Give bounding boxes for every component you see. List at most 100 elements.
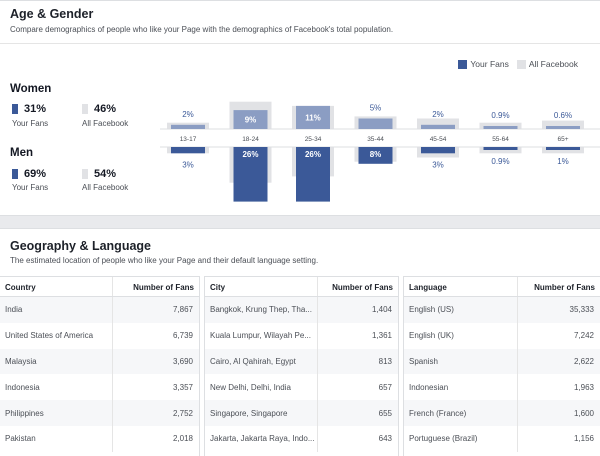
fans-women-bar — [296, 105, 330, 129]
countries-name-cell: Malaysia — [0, 348, 113, 375]
men-value-label: 1% — [557, 157, 569, 166]
age-tick-label: 25-34 — [305, 136, 322, 143]
age-tick-label: 55-64 — [492, 136, 509, 143]
countries-fans-cell: 3,690 — [172, 356, 193, 366]
women-value-label: 2% — [432, 110, 444, 119]
legend-label-all: All Facebook — [528, 59, 578, 69]
col-header-city[interactable]: City — [205, 277, 318, 296]
table-row: Cairo, Al Qahirah, Egypt 813 — [205, 348, 398, 375]
cities-name-cell: Singapore, Singapore — [205, 400, 318, 426]
table-row: English (US) 35,333 — [404, 297, 600, 323]
col-header-fans[interactable]: Number of Fans — [534, 283, 595, 292]
fans-swatch — [12, 169, 18, 179]
legend-swatch-fans — [458, 59, 468, 69]
countries-fans-cell: 6,739 — [172, 331, 193, 341]
age-gender-chart: 13-17 2% 3% 18-24 9% 26% 25-34 11% 26% 35-44 5% 8% 4… — [160, 101, 600, 202]
col-header-language[interactable]: Language — [404, 277, 518, 296]
languages-name-cell: English (US) — [404, 297, 518, 323]
women-all-pct: 46% — [82, 103, 116, 115]
fans-women-bar — [483, 126, 518, 129]
languages-fans-cell: 1,963 — [573, 382, 594, 392]
fans-men-bar — [233, 147, 268, 202]
countries-name-cell: Pakistan — [0, 425, 113, 452]
languages-name-cell: Portuguese (Brazil) — [404, 425, 518, 452]
age-axis-band — [160, 129, 600, 147]
cities-fans-cell: 1,361 — [371, 331, 392, 341]
men-fans-value: 69% — [24, 168, 47, 180]
age-tick-label: 45-54 — [430, 136, 447, 143]
women-fans-caption: Your Fans — [12, 119, 49, 128]
men-all-caption: All Facebook — [82, 183, 129, 192]
age-tick-label: 35-44 — [367, 136, 384, 143]
women-title: Women — [10, 83, 52, 95]
countries-name-cell: India — [0, 297, 113, 323]
languages-fans-cell: 7,242 — [573, 331, 594, 341]
women-value-label: 11% — [305, 113, 321, 122]
table-header: City Number of Fans — [205, 277, 398, 297]
age-tick-label: 18-24 — [242, 136, 259, 143]
fans-men-bar — [358, 147, 393, 164]
col-header-fans[interactable]: Number of Fans — [133, 283, 194, 292]
legend-all-facebook: All Facebook — [516, 59, 578, 69]
fans-swatch — [12, 104, 18, 114]
column-divider — [199, 276, 205, 456]
table-row: Singapore, Singapore 655 — [205, 400, 398, 426]
age-gender-subtitle: Compare demographics of people who like … — [10, 25, 394, 34]
table-row: Malaysia 3,690 — [0, 348, 199, 375]
languages-name-cell: English (UK) — [404, 322, 518, 349]
cities-name-cell: Bangkok, Krung Thep, Tha... — [205, 297, 318, 323]
col-header-fans[interactable]: Number of Fans — [332, 283, 393, 292]
languages-name-cell: Indonesian — [404, 374, 518, 401]
fans-men-bar — [171, 147, 205, 154]
table-row: Portuguese (Brazil) 1,156 — [404, 425, 600, 452]
languages-fans-cell: 1,600 — [573, 408, 594, 418]
women-fans-value: 31% — [24, 103, 47, 115]
cities-fans-cell: 657 — [378, 382, 392, 392]
table-row: French (France) 1,600 — [404, 400, 600, 426]
table-row: Spanish 2,622 — [404, 348, 600, 375]
men-value-label: 0.9% — [491, 157, 509, 166]
geo-title: Geography & Language — [10, 239, 151, 253]
men-value-label: 26% — [305, 150, 321, 159]
women-all-caption: All Facebook — [82, 119, 129, 128]
cities-fans-cell: 643 — [378, 434, 392, 444]
countries-table: Country Number of Fans India 7,867 United … — [0, 276, 199, 456]
languages-name-cell: Spanish — [404, 348, 518, 375]
table-row: English (UK) 7,242 — [404, 322, 600, 349]
fans-men-bar — [296, 147, 330, 202]
countries-name-cell: Philippines — [0, 400, 113, 426]
women-fans-pct: 31% — [12, 103, 46, 115]
col-header-country[interactable]: Country — [0, 277, 113, 296]
men-fans-caption: Your Fans — [12, 183, 49, 192]
table-row: Jakarta, Jakarta Raya, Indo... 643 — [205, 425, 398, 452]
men-all-pct: 54% — [82, 168, 116, 180]
cities-name-cell: Jakarta, Jakarta Raya, Indo... — [205, 425, 318, 452]
table-row: Bangkok, Krung Thep, Tha... 1,404 — [205, 297, 398, 323]
table-row: Pakistan 2,018 — [0, 425, 199, 452]
cities-fans-cell: 813 — [378, 356, 392, 366]
all-swatch — [82, 104, 88, 114]
column-divider — [398, 276, 404, 456]
countries-fans-cell: 3,357 — [172, 382, 193, 392]
women-all-value: 46% — [94, 103, 117, 115]
all-swatch — [82, 169, 88, 179]
fans-men-bar — [546, 147, 580, 150]
women-value-label: 2% — [182, 110, 194, 119]
table-row: India 7,867 — [0, 297, 199, 323]
countries-name-cell: Indonesia — [0, 374, 113, 401]
men-all-value: 54% — [94, 168, 117, 180]
men-value-label: 3% — [182, 160, 194, 169]
languages-fans-cell: 1,156 — [573, 434, 594, 444]
women-value-label: 0.6% — [554, 111, 572, 120]
fans-men-bar — [483, 147, 518, 150]
table-row: United States of America 6,739 — [0, 322, 199, 349]
fans-women-bar — [233, 110, 268, 129]
table-header: Country Number of Fans — [0, 277, 199, 297]
languages-fans-cell: 2,622 — [573, 356, 594, 366]
men-value-label: 26% — [242, 150, 258, 159]
age-gender-panel: 13-17 2% 3% 18-24 9% 26% 25-34 11% 26% 35-44 5% 8% 4… — [0, 0, 600, 216]
women-value-label: 9% — [245, 116, 257, 125]
fans-women-bar — [546, 126, 580, 129]
languages-name-cell: French (France) — [404, 400, 518, 426]
table-row: Indonesia 3,357 — [0, 374, 199, 401]
